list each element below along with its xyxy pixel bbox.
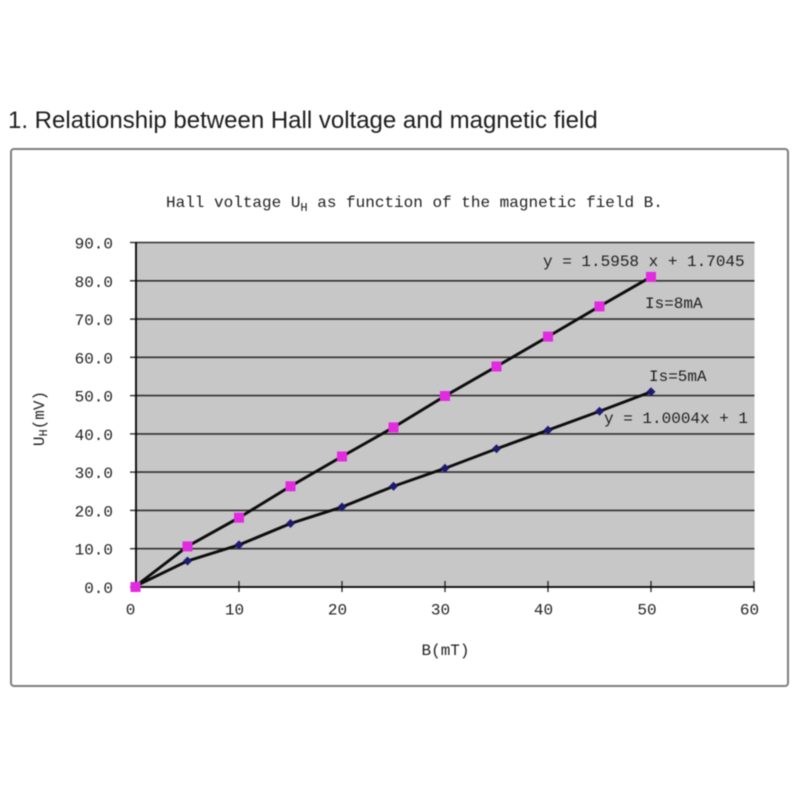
svg-text:y = 1.0004x + 1: y = 1.0004x + 1 [604,410,748,428]
svg-text:UH(mV): UH(mV) [31,391,51,446]
svg-text:Is=5mA: Is=5mA [649,368,707,386]
svg-text:Hall voltage UH as function of: Hall voltage UH as function of the magne… [166,194,663,215]
svg-text:30: 30 [431,602,450,620]
svg-text:20.0: 20.0 [75,503,113,521]
svg-text:B(mT): B(mT) [421,642,469,660]
svg-text:50.0: 50.0 [75,389,113,407]
svg-text:90.0: 90.0 [75,236,113,254]
svg-text:10: 10 [225,602,244,620]
svg-text:10.0: 10.0 [75,542,113,560]
svg-text:60: 60 [740,602,759,620]
svg-text:20: 20 [328,602,347,620]
svg-text:0.0: 0.0 [84,580,113,598]
svg-text:30.0: 30.0 [75,465,113,483]
svg-text:40.0: 40.0 [75,427,113,445]
svg-text:Is=8mA: Is=8mA [645,295,703,313]
svg-text:40: 40 [534,602,553,620]
svg-text:0: 0 [126,602,136,620]
svg-text:60.0: 60.0 [75,350,113,368]
svg-text:70.0: 70.0 [75,312,113,330]
svg-text:50: 50 [637,602,656,620]
svg-text:y = 1.5958 x + 1.7045: y = 1.5958 x + 1.7045 [543,253,745,271]
svg-text:80.0: 80.0 [75,274,113,292]
